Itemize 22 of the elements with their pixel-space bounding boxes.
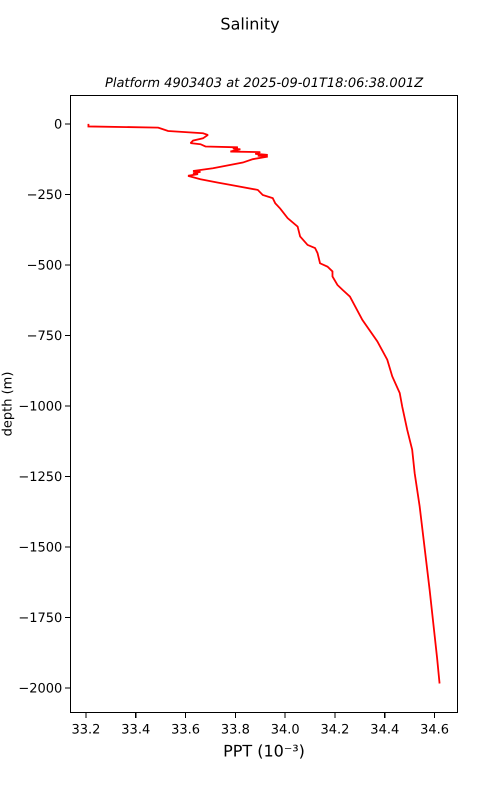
chart-title: Salinity	[220, 14, 280, 34]
y-tick-label: −1500	[18, 540, 62, 556]
x-tick-label: 34.4	[370, 722, 400, 738]
y-tick-label: −250	[26, 188, 62, 203]
line-series	[88, 123, 440, 684]
y-tick-label: −1000	[18, 400, 62, 415]
x-tick-label: 34.0	[270, 722, 300, 738]
chart-subtitle: Platform 4903403 at 2025-09-01T18:06:38.001Z	[105, 76, 424, 91]
x-tick-label: 33.6	[171, 722, 200, 738]
y-tick-label: 0	[54, 117, 62, 132]
x-tick-label: 34.6	[420, 722, 450, 738]
x-tick-label: 33.2	[71, 722, 100, 738]
y-tick-label: −2000	[18, 682, 62, 697]
x-tick-label: 33.4	[121, 722, 150, 738]
y-axis-title: depth (m)	[0, 372, 16, 436]
y-tick-label: −1250	[18, 470, 62, 486]
y-tick-label: −500	[26, 258, 62, 274]
x-tick-label: 34.2	[320, 722, 350, 738]
y-tick-label: −1750	[18, 611, 62, 626]
x-axis-title: PPT (10⁻³)	[223, 741, 305, 760]
x-tick-label: 33.8	[220, 722, 250, 738]
y-tick-label: −750	[26, 329, 62, 344]
